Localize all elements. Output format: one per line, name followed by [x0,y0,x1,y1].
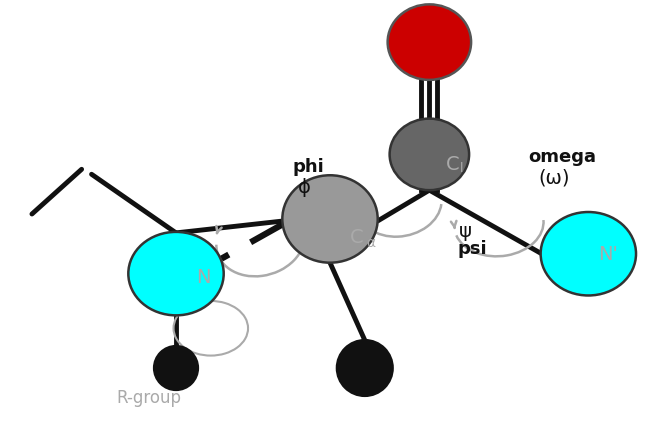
Text: ψ: ψ [459,221,472,240]
Text: α: α [366,235,375,249]
Ellipse shape [154,346,198,390]
Text: (ω): (ω) [538,168,570,187]
Ellipse shape [282,176,378,263]
Text: N: N [196,267,210,286]
Text: N': N' [598,244,618,263]
Text: psi: psi [457,239,487,257]
Text: R-group: R-group [117,388,182,406]
Text: C: C [446,155,460,174]
Ellipse shape [388,5,471,81]
Text: l: l [460,162,463,175]
Ellipse shape [390,120,469,191]
Ellipse shape [337,341,392,396]
Ellipse shape [540,212,636,296]
Text: phi: phi [292,158,324,176]
Ellipse shape [129,232,223,316]
Text: ϕ: ϕ [298,178,311,197]
Text: omega: omega [528,148,597,166]
Text: C: C [350,227,363,246]
